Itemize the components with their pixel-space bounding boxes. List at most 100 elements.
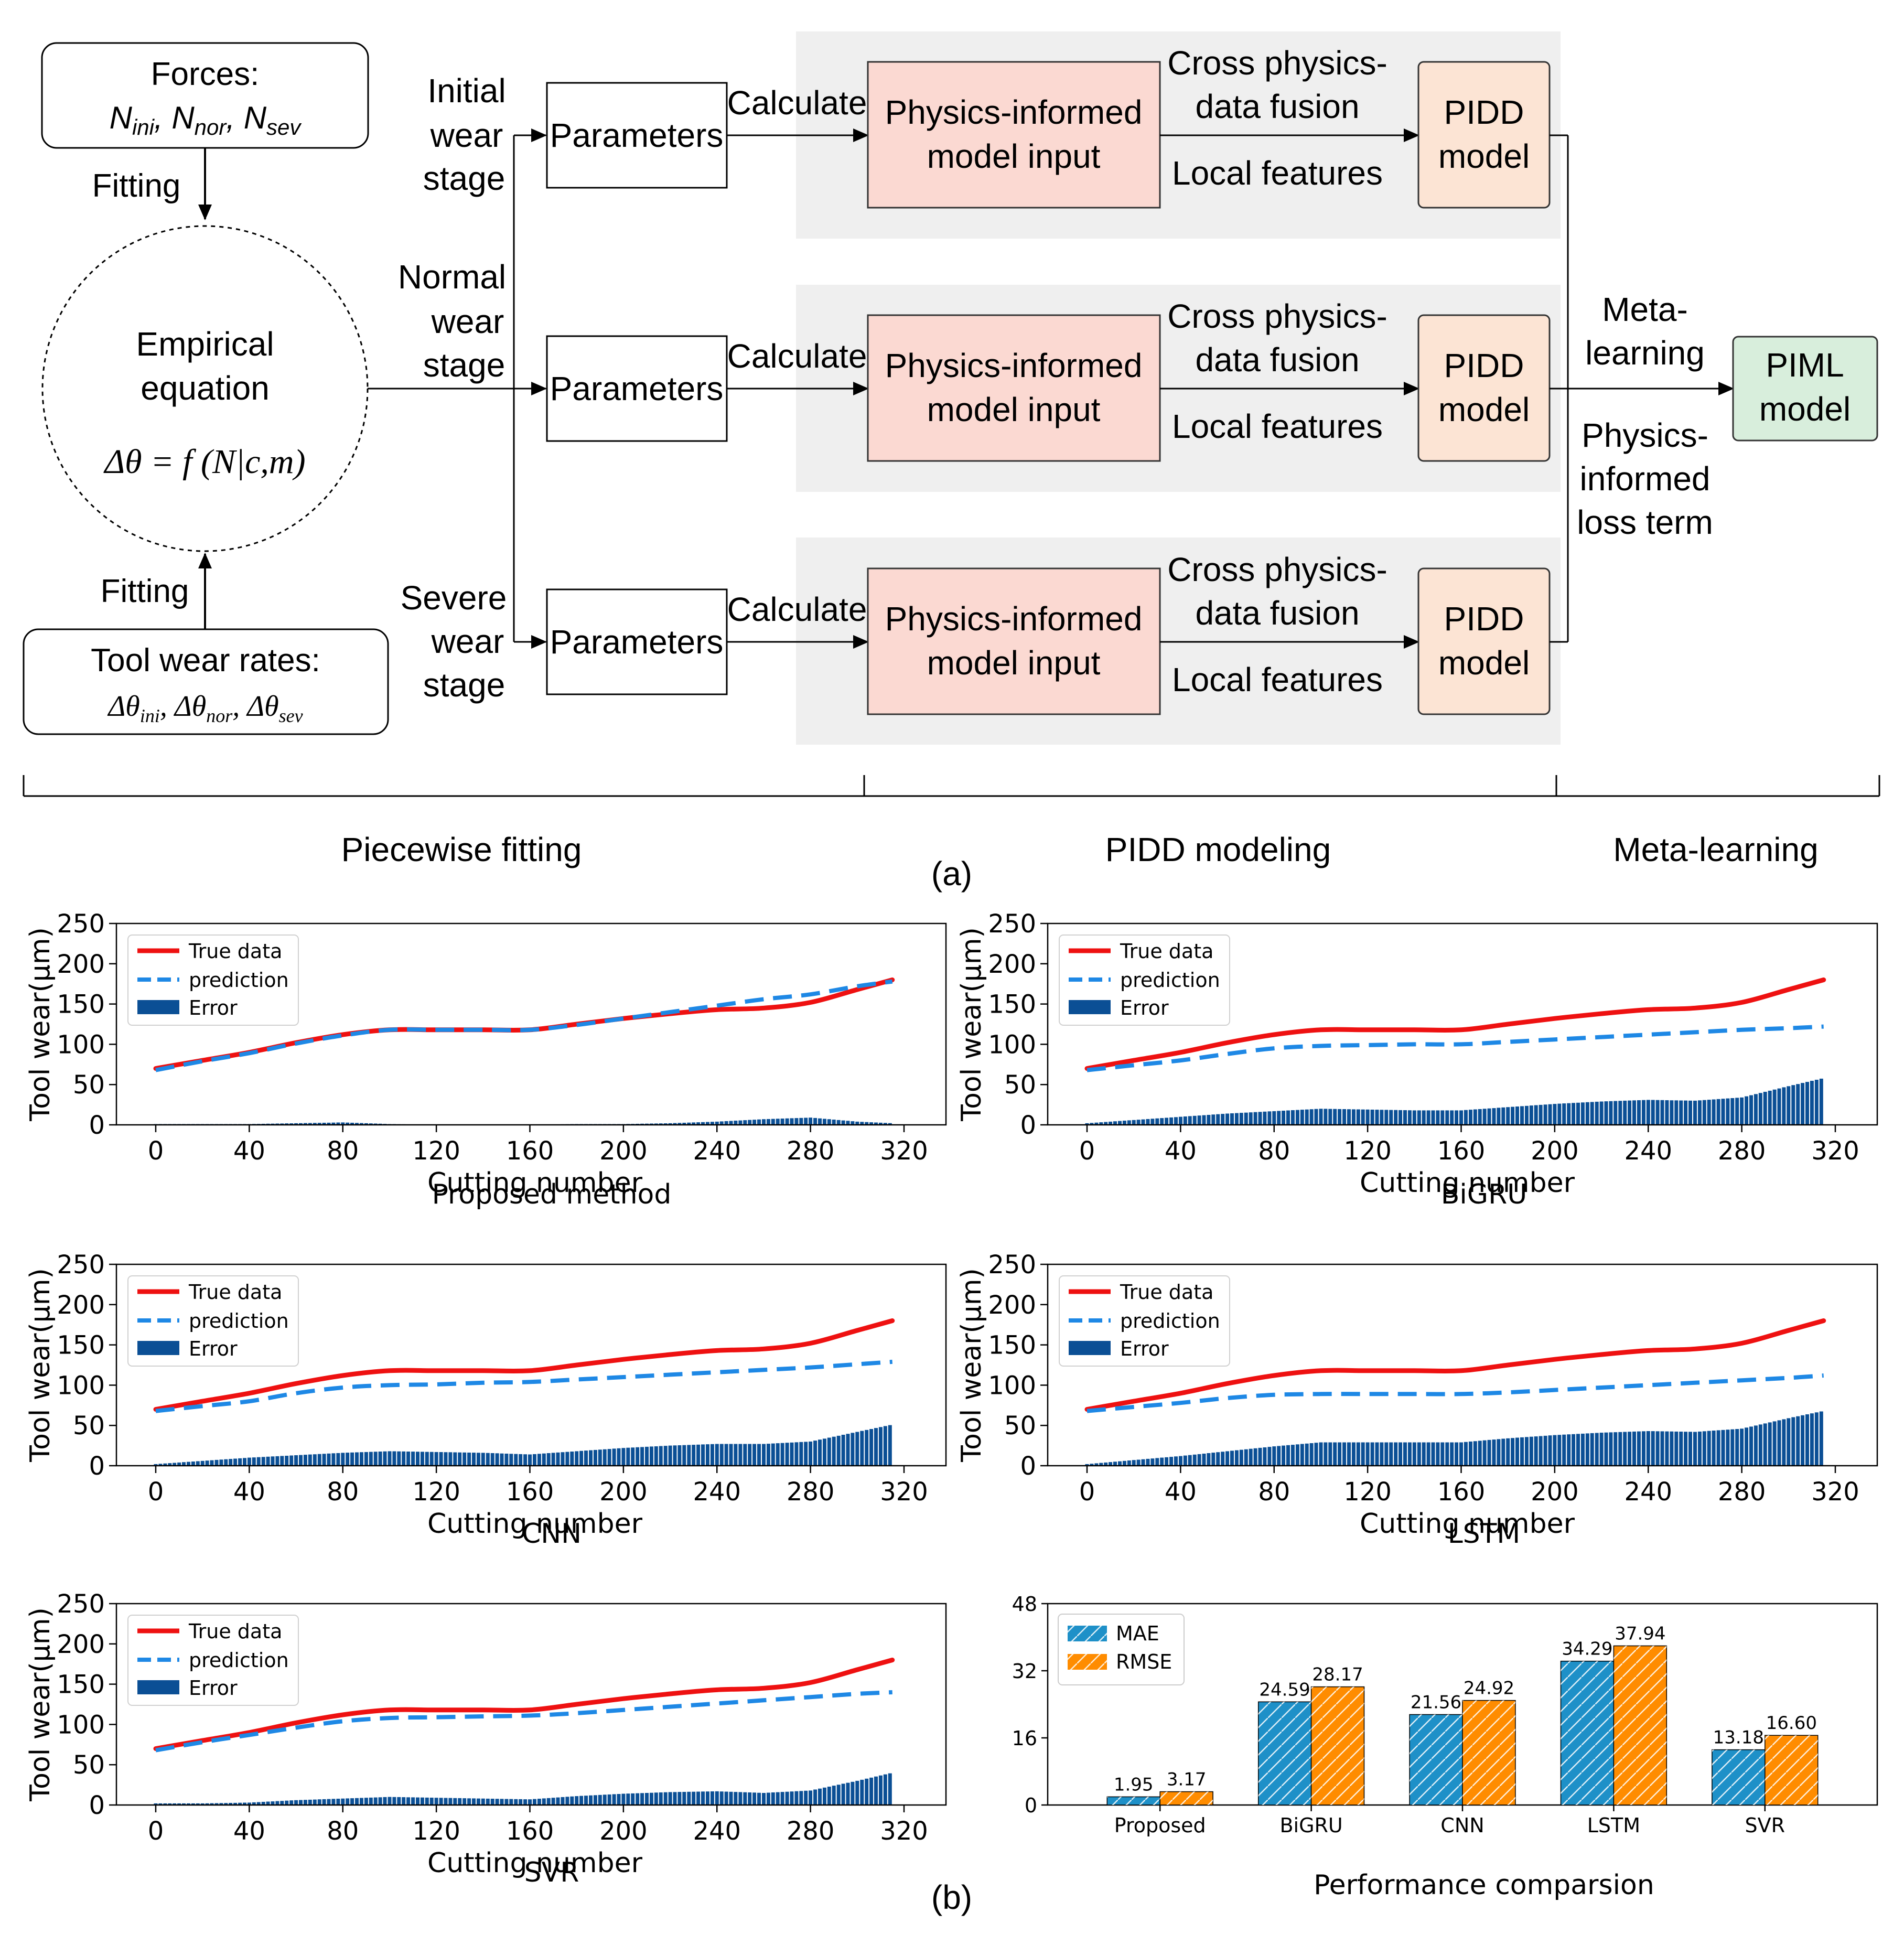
fusion-line2: data fusion: [1195, 594, 1359, 632]
error-bar: [762, 1444, 766, 1466]
error-bar: [589, 1450, 593, 1466]
x-tick-label: 200: [599, 1817, 648, 1846]
y-tick-label: 50: [73, 1070, 105, 1100]
error-bar: [280, 1123, 284, 1125]
error-bar: [869, 1122, 874, 1125]
bar-value-label: 3.17: [1167, 1769, 1207, 1790]
chart-legend: True data prediction Error: [127, 1275, 299, 1367]
error-bar: [1178, 1116, 1182, 1125]
error-bar: [252, 1802, 256, 1805]
error-bar: [668, 1123, 672, 1125]
error-bar: [1333, 1442, 1337, 1466]
error-bar: [1384, 1442, 1389, 1466]
error-bar: [448, 1798, 453, 1805]
error-bar: [1109, 1121, 1113, 1125]
error-bar: [219, 1803, 223, 1805]
error-bar: [528, 1454, 532, 1466]
error-bar: [369, 1123, 373, 1125]
x-axis-label: Cutting number: [427, 1847, 643, 1879]
error-bar: [762, 1793, 766, 1805]
y-tick-label: 200: [57, 1630, 105, 1659]
y-tick-label: 250: [57, 909, 105, 939]
error-bar: [1501, 1107, 1505, 1125]
error-bar: [1324, 1442, 1328, 1466]
error-bar: [762, 1119, 766, 1125]
error-bar: [1539, 1104, 1543, 1125]
error-bar: [865, 1122, 869, 1125]
error-bar: [631, 1447, 635, 1466]
error-bar: [832, 1120, 836, 1125]
x-tick-label: 0: [148, 1136, 164, 1166]
pidd-line2: model: [1438, 137, 1530, 175]
error-bar: [1249, 1112, 1253, 1125]
y-tick-label: 0: [1020, 1111, 1036, 1140]
error-bar: [607, 1794, 611, 1805]
error-bar: [308, 1454, 312, 1466]
error-bar: [827, 1119, 831, 1125]
error-bar: [1599, 1433, 1604, 1466]
error-bar: [579, 1450, 584, 1466]
error-bar: [1768, 1090, 1772, 1125]
error-bar: [1511, 1106, 1515, 1125]
error-bar: [748, 1792, 752, 1805]
error-bar: [663, 1446, 668, 1466]
legend-label-prediction: prediction: [1120, 1309, 1220, 1333]
prediction-line: [155, 1690, 892, 1753]
error-bar: [729, 1121, 733, 1125]
error-bar: [509, 1454, 513, 1466]
error-bar: [752, 1792, 757, 1805]
error-bar: [327, 1122, 331, 1125]
error-bar: [804, 1790, 808, 1805]
error-bar: [317, 1123, 321, 1125]
error-bar: [359, 1123, 363, 1125]
physics-informed-input-box: [867, 567, 1161, 715]
error-bar: [888, 1425, 892, 1466]
error-bar: [158, 1803, 163, 1805]
legend-label-error: Error: [189, 996, 238, 1019]
error-bar: [1562, 1103, 1566, 1125]
error-bar: [336, 1122, 340, 1125]
error-bar: [593, 1795, 597, 1805]
error-bar: [1623, 1100, 1627, 1125]
error-bar: [1160, 1118, 1164, 1125]
error-bar: [1122, 1121, 1126, 1125]
error-bar: [500, 1453, 504, 1466]
x-tick-label: 40: [233, 1136, 265, 1166]
error-bar: [659, 1446, 663, 1466]
pidd-line1: PIDD: [1444, 93, 1524, 131]
error-bar: [350, 1798, 354, 1805]
error-bar: [303, 1123, 307, 1125]
error-bar: [1146, 1119, 1150, 1125]
error-bar: [640, 1793, 644, 1805]
error-bar: [453, 1452, 457, 1466]
error-bar: [1290, 1110, 1295, 1125]
error-bar: [1263, 1447, 1267, 1466]
error-bar: [1351, 1442, 1356, 1466]
physics-informed-input-box: [867, 61, 1161, 209]
y-tick-label: 0: [89, 1111, 105, 1140]
error-bar: [696, 1122, 701, 1125]
error-bar: [874, 1428, 878, 1466]
error-bar: [809, 1441, 813, 1466]
error-bar: [809, 1790, 813, 1805]
error-bar: [1403, 1442, 1407, 1466]
legend-label-true: True data: [188, 940, 282, 963]
x-tick-label: 200: [599, 1136, 648, 1166]
error-bar: [434, 1798, 438, 1805]
error-bar: [313, 1123, 317, 1125]
error-bar: [1646, 1100, 1650, 1125]
true-data-line: [1084, 977, 1826, 1071]
bar-value-label: 28.17: [1312, 1664, 1363, 1685]
error-bar: [476, 1798, 480, 1805]
error-bar: [1758, 1093, 1762, 1125]
error-bar: [719, 1121, 724, 1125]
error-bar: [1796, 1084, 1800, 1125]
error-bar: [308, 1123, 312, 1125]
error-bar: [388, 1451, 392, 1466]
loss-term-line1: Physics-: [1582, 416, 1708, 454]
error-bar: [822, 1438, 826, 1466]
error-bar: [1165, 1118, 1169, 1125]
prediction-line: [155, 1359, 892, 1413]
error-bar: [659, 1792, 663, 1805]
error-bar: [1604, 1101, 1608, 1125]
